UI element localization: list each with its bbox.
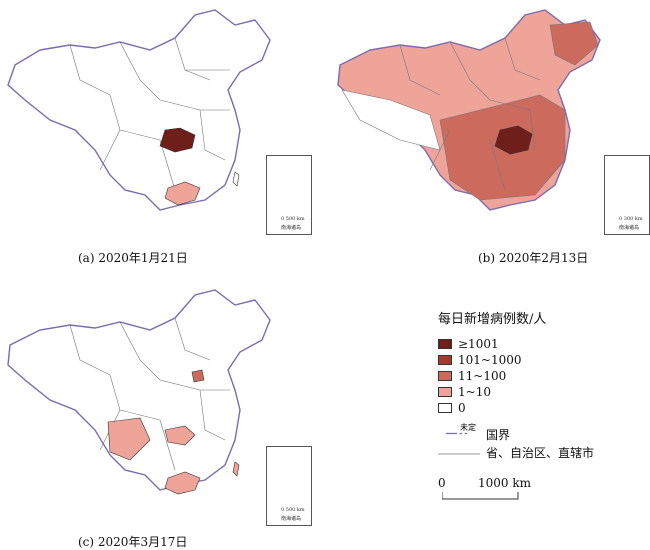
inset-scale: 0 500 km <box>281 507 305 513</box>
legend: 每日新增病例数/人 ≥1001 101~1000 11~100 1~10 0 未… <box>438 308 648 508</box>
region-guangdong <box>164 471 201 495</box>
legend-national-border: 未定 国界 <box>438 422 510 442</box>
legend-swatch <box>438 355 452 365</box>
legend-class-1: ≥1001 <box>438 337 499 351</box>
region-taiwan <box>232 461 240 477</box>
inset-scale: 0 300 km <box>619 216 643 222</box>
legend-swatch <box>438 403 452 413</box>
region-hubei <box>494 125 533 155</box>
region-northeast <box>549 21 599 66</box>
legend-province-border: 省、自治区、直辖市 <box>438 444 594 461</box>
legend-label: 101~1000 <box>458 353 522 367</box>
inset-label: 南海诸岛 <box>281 516 302 522</box>
province-border-line <box>438 453 480 454</box>
inset-label: 南海诸岛 <box>281 225 302 231</box>
legend-class-2: 101~1000 <box>438 353 522 367</box>
caption-c: (c) 2020年3月17日 <box>78 535 188 549</box>
inset-south-china-sea-b: 0 300 km 南海诸岛 <box>604 155 650 235</box>
national-border-line <box>445 432 468 434</box>
china-outline <box>7 289 271 491</box>
legend-swatch <box>438 339 452 349</box>
region-hubei <box>164 425 196 446</box>
legend-title: 每日新增病例数/人 <box>438 312 547 327</box>
scale-text: 1000 km <box>478 476 532 490</box>
legend-class-4: 1~10 <box>438 385 491 399</box>
china-outline <box>7 9 271 211</box>
national-border-label: 国界 <box>486 428 511 442</box>
legend-label: 1~10 <box>458 385 491 399</box>
region-sichuan <box>107 417 151 461</box>
inset-south-china-sea-c: 0 500 km 南海诸岛 <box>266 446 312 526</box>
region-taiwan <box>232 171 240 187</box>
legend-class-3: 11~100 <box>438 369 507 383</box>
scale-zero: 0 <box>438 476 446 490</box>
caption-b: (b) 2020年2月13日 <box>478 251 589 265</box>
map-panel-a <box>7 9 271 211</box>
map-panel-b <box>337 9 601 211</box>
inset-scale: 0 500 km <box>281 216 305 222</box>
legend-swatch <box>438 371 452 381</box>
inset-label: 南海诸岛 <box>619 225 640 231</box>
legend-class-5: 0 <box>438 401 466 415</box>
legend-swatch <box>438 387 452 397</box>
legend-label: ≥1001 <box>458 337 499 351</box>
inset-south-china-sea-a: 0 500 km 南海诸岛 <box>266 155 312 235</box>
region-shandong <box>191 369 205 383</box>
map-panel-c <box>7 289 271 495</box>
scale-bar-line <box>442 492 519 500</box>
legend-label: 0 <box>458 401 466 415</box>
legend-label: 11~100 <box>458 369 507 383</box>
caption-a: (a) 2020年1月21日 <box>78 251 188 265</box>
region-guangdong <box>164 181 201 206</box>
province-border-label: 省、自治区、直辖市 <box>486 446 595 460</box>
region-hubei <box>159 127 196 153</box>
province-lines <box>399 37 541 191</box>
undetermined-note: 未定 <box>460 423 476 432</box>
province-lines <box>69 37 230 191</box>
